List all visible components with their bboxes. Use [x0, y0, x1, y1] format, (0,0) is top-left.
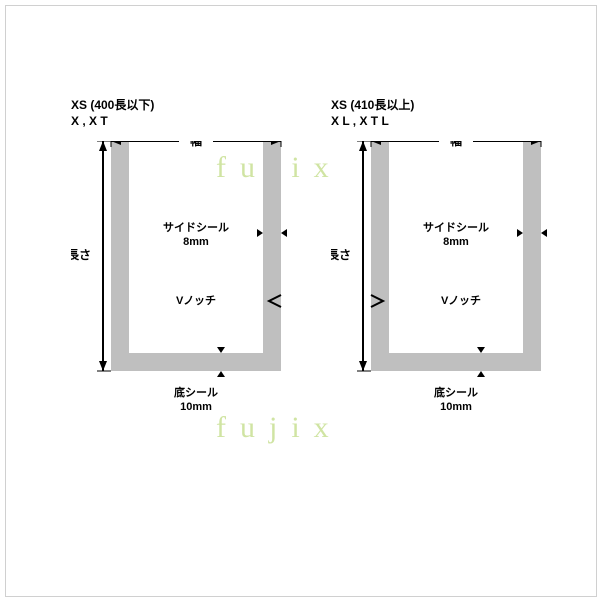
title-line2: X , X T — [71, 114, 108, 128]
length-dimension: 長さ — [331, 141, 371, 371]
panel-xs-short: XS (400長以下) X , X T 幅 — [71, 141, 301, 451]
title-line2: X L , X T L — [331, 114, 389, 128]
width-label: 幅 — [190, 141, 202, 148]
bottom-seal-label-2: 10mm — [440, 401, 472, 413]
length-label: 長さ — [71, 247, 91, 262]
panel-left-svg: 幅 長さ サイドシール 8mm Vノッチ — [71, 141, 301, 451]
width-dimension: 幅 — [371, 141, 541, 149]
panel-right-svg: 幅 長さ サイドシール 8mm Vノッチ 底シール 1 — [331, 141, 561, 451]
side-seal-label-2: 8mm — [183, 236, 209, 248]
side-seal-label-1: サイドシール — [163, 221, 229, 234]
notch-label: Vノッチ — [176, 294, 216, 307]
side-seal-label-2: 8mm — [443, 236, 469, 248]
diagram-frame: fujix fujix XS (400長以下) X , X T 幅 — [5, 5, 597, 597]
panel-right-title: XS (410長以上) X L , X T L — [331, 97, 511, 129]
side-seal-label-1: サイドシール — [423, 221, 489, 234]
panel-left-title: XS (400長以下) X , X T — [71, 97, 251, 129]
length-label: 長さ — [331, 247, 351, 262]
width-dimension: 幅 — [111, 141, 281, 149]
bag-seal-shape — [111, 141, 281, 371]
notch-label: Vノッチ — [441, 294, 481, 307]
bag-seal-shape — [371, 141, 541, 371]
bottom-seal-label-2: 10mm — [180, 401, 212, 413]
bottom-seal-label-1: 底シール — [174, 385, 218, 399]
width-label: 幅 — [450, 141, 462, 148]
title-line1: XS (410長以上) — [331, 98, 414, 112]
title-line1: XS (400長以下) — [71, 98, 154, 112]
bottom-seal-label-1: 底シール — [434, 385, 478, 399]
panel-xs-long: XS (410長以上) X L , X T L 幅 — [331, 141, 561, 451]
length-dimension: 長さ — [71, 141, 111, 371]
